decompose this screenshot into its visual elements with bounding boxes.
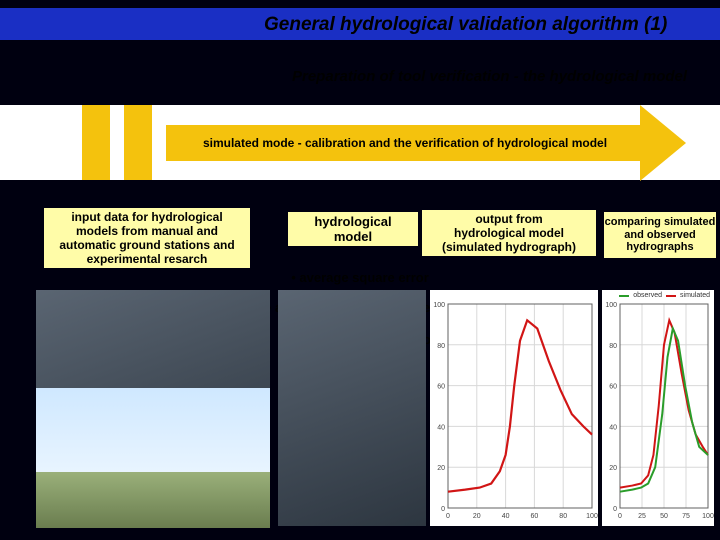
arrow-label: simulated mode - calibration and the ver… — [180, 136, 630, 150]
svg-text:80: 80 — [609, 343, 617, 350]
svg-text:100: 100 — [605, 302, 617, 309]
arrow-rect-0 — [82, 105, 110, 180]
svg-text:50: 50 — [660, 513, 668, 520]
column-label-3-line-1: and observed — [624, 229, 696, 242]
svg-text:20: 20 — [473, 513, 481, 520]
svg-text:80: 80 — [437, 343, 445, 350]
svg-text:75: 75 — [682, 513, 690, 520]
column-label-3-line-2: hydrographs — [626, 241, 693, 254]
svg-text:80: 80 — [559, 513, 567, 520]
chart-1-svg: 0 25 50 75 100 0 20 40 60 80 100 — [602, 290, 714, 526]
chart-1: 0 25 50 75 100 0 20 40 60 80 100 observed simulated — [602, 290, 714, 526]
page-title: General hydrological validation algorith… — [264, 14, 667, 36]
svg-text:100: 100 — [702, 513, 714, 520]
chart-0-series-0 — [448, 320, 592, 491]
column-label-0-line-2: automatic ground stations and — [59, 238, 234, 252]
legend-swatch-1 — [666, 295, 676, 297]
chart-1-legend: observed simulated — [619, 292, 710, 299]
column-label-0-line-3: experimental resarch — [87, 252, 208, 266]
subtitle: Preparation of tool verification - the h… — [292, 68, 687, 85]
svg-text:0: 0 — [618, 513, 622, 520]
svg-text:60: 60 — [609, 384, 617, 391]
svg-text:20: 20 — [437, 465, 445, 472]
svg-text:40: 40 — [437, 424, 445, 431]
column-label-2-line-2: (simulated hydrograph) — [442, 240, 576, 254]
svg-text:25: 25 — [638, 513, 646, 520]
column-label-3: comparing simulatedand observedhydrograp… — [604, 212, 716, 258]
column-label-0: input data for hydrologicalmodels from m… — [44, 208, 250, 268]
chart-0: 0 20 40 60 80 100 0 20 40 60 80 100 — [430, 290, 598, 526]
bullet-0: • average square error — [0, 270, 720, 285]
column-label-0-line-1: models from manual and — [76, 224, 218, 238]
svg-text:100: 100 — [433, 302, 445, 309]
column-label-2: output fromhydrological model(simulated … — [422, 210, 596, 256]
column-label-2-line-1: hydrological model — [454, 226, 564, 240]
column-label-1-line-1: model — [334, 229, 372, 244]
svg-text:20: 20 — [609, 465, 617, 472]
chart-0-svg: 0 20 40 60 80 100 0 20 40 60 80 100 — [430, 290, 598, 526]
svg-text:40: 40 — [609, 424, 617, 431]
arrow-head-icon — [640, 105, 686, 181]
column-label-0-line-0: input data for hydrological — [71, 210, 222, 224]
legend-label-1: simulated — [680, 292, 710, 299]
svg-text:0: 0 — [446, 513, 450, 520]
svg-text:40: 40 — [502, 513, 510, 520]
column-label-1: hydrologicalmodel — [288, 212, 418, 246]
svg-text:0: 0 — [613, 506, 617, 513]
svg-text:100: 100 — [586, 513, 598, 520]
column-label-3-line-0: comparing simulated — [605, 216, 716, 229]
svg-text:60: 60 — [437, 384, 445, 391]
svg-text:0: 0 — [441, 506, 445, 513]
column-label-2-line-0: output from — [475, 212, 542, 226]
arrow-rect-1 — [124, 105, 152, 180]
legend-label-0: observed — [633, 292, 662, 299]
legend-swatch-0 — [619, 295, 629, 297]
image-cell-2 — [278, 290, 426, 526]
image-cell-1 — [36, 388, 270, 528]
svg-text:60: 60 — [531, 513, 539, 520]
column-label-1-line-0: hydrological — [314, 214, 391, 229]
